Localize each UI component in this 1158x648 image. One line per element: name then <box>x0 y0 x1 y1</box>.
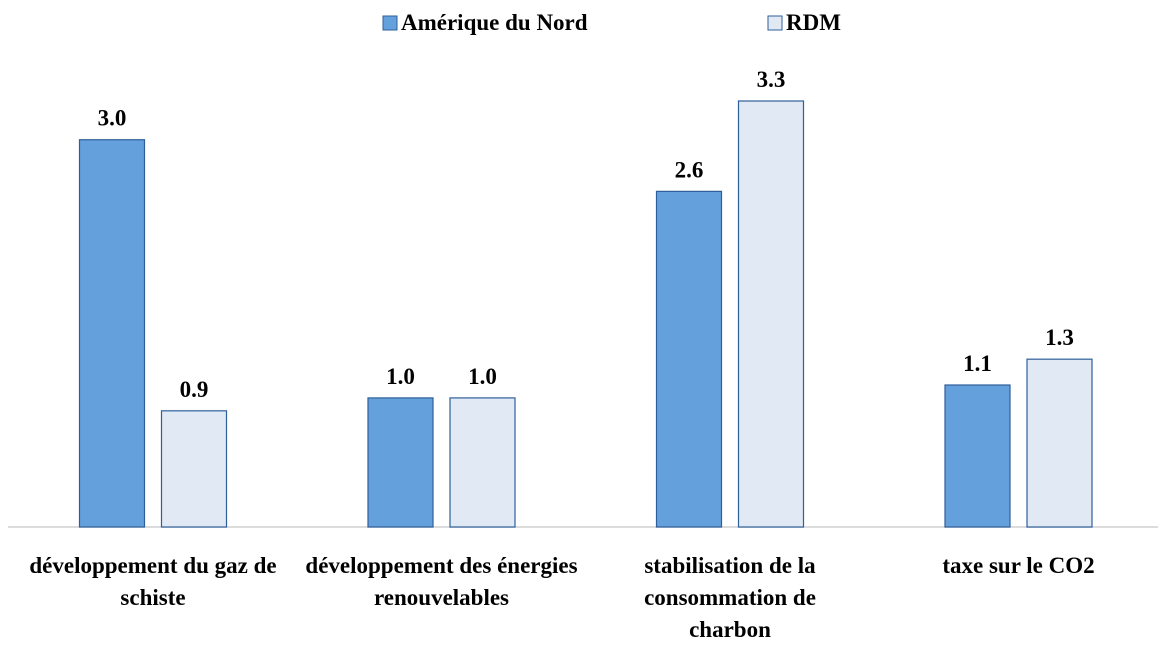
x-tick-label: développement des énergies renouvelables <box>305 553 578 610</box>
legend-label: Amérique du Nord <box>401 10 588 35</box>
legend-swatch <box>767 15 783 31</box>
data-label: 1.1 <box>963 351 992 376</box>
data-label: 0.9 <box>180 377 209 402</box>
data-label: 1.0 <box>386 364 415 389</box>
bar <box>944 384 1011 528</box>
bar <box>78 139 146 528</box>
data-label: 2.6 <box>675 157 704 182</box>
x-tick-label: stabilisation de la consommation de char… <box>644 553 816 642</box>
bar <box>737 100 805 528</box>
bar <box>160 410 228 528</box>
legend-label: RDM <box>786 10 841 35</box>
bar <box>1026 358 1093 528</box>
data-label: 1.3 <box>1045 325 1074 350</box>
bar <box>449 397 516 528</box>
x-tick-label: développement du gaz de schiste <box>29 553 277 610</box>
data-label: 3.0 <box>98 106 127 131</box>
x-tick-label: taxe sur le CO2 <box>942 553 1095 578</box>
bar <box>367 397 434 528</box>
legend-swatch <box>382 15 398 31</box>
bar <box>655 190 723 528</box>
data-label: 3.3 <box>757 67 786 92</box>
data-label: 1.0 <box>468 364 497 389</box>
